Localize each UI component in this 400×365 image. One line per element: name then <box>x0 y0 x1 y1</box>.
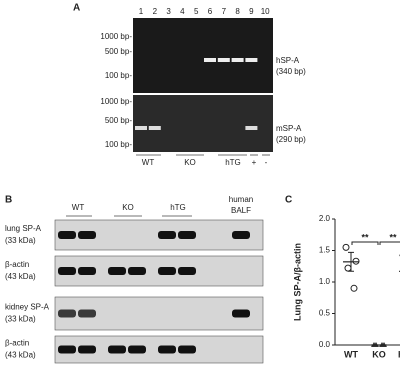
lane-number: 10 <box>261 7 270 16</box>
x-tick-label: KO <box>372 349 386 359</box>
row-label: lung SP-A <box>5 224 42 233</box>
blot-band <box>108 267 126 275</box>
panel-label: A <box>73 3 80 14</box>
row-label: kidney SP-A <box>5 303 50 312</box>
row-label: (33 kDa) <box>5 236 36 245</box>
blot-band <box>78 231 96 239</box>
x-tick-label: hTG <box>398 349 400 359</box>
band-label: hSP-A <box>276 56 300 65</box>
blot-band <box>158 267 176 275</box>
row-label: (33 kDa) <box>5 315 36 324</box>
group-label: WT <box>142 158 155 167</box>
y-tick-label: 0.0 <box>319 340 331 349</box>
ladder-label: 100 bp- <box>105 71 132 80</box>
sig-bracket <box>351 241 379 245</box>
blot-band <box>128 267 146 275</box>
band-label: (340 bp) <box>276 67 306 76</box>
lane-number: 4 <box>180 7 185 16</box>
group-label: + <box>252 158 257 167</box>
ladder-label: 1000 bp- <box>100 97 132 106</box>
ladder-label: 1000 bp- <box>100 32 132 41</box>
point <box>344 264 352 272</box>
ladder-label: 500 bp- <box>105 47 132 56</box>
band-label: (290 bp) <box>276 135 306 144</box>
group-label: hTG <box>225 158 241 167</box>
blot-band <box>232 309 250 318</box>
blot-band <box>108 345 126 354</box>
y-tick-label: 0.5 <box>319 309 331 318</box>
group-label: human <box>229 195 253 204</box>
group-label: hTG <box>170 203 186 212</box>
y-tick-label: 2.0 <box>319 214 331 223</box>
lane-number: 1 <box>139 7 144 16</box>
lane-number: 6 <box>208 7 213 16</box>
blot-band <box>232 231 250 239</box>
blot-band <box>58 309 76 318</box>
blot-band <box>178 345 196 354</box>
sig-label: ** <box>361 232 369 242</box>
group-label: WT <box>72 203 85 212</box>
lane-number: 3 <box>166 7 171 16</box>
blot-band <box>58 231 76 239</box>
band <box>148 126 161 130</box>
lane-number: 8 <box>235 7 240 16</box>
band <box>231 58 244 62</box>
band <box>135 126 147 130</box>
band <box>245 126 258 130</box>
group-label: KO <box>184 158 196 167</box>
gel-top <box>133 18 273 93</box>
blot-band <box>78 309 96 318</box>
lane-number: 9 <box>249 7 254 16</box>
x-tick-label: WT <box>344 349 358 359</box>
band <box>204 58 216 62</box>
row-label: (43 kDa) <box>5 351 36 360</box>
y-axis-label: Lung SP-A/β-actin <box>292 243 302 321</box>
group-label: KO <box>122 203 134 212</box>
blot-band <box>178 231 196 239</box>
blot-band <box>178 267 196 275</box>
lane-number: 2 <box>153 7 158 16</box>
sig-bracket <box>379 241 400 245</box>
point <box>342 243 350 251</box>
band <box>245 58 258 62</box>
blot-band <box>78 267 96 275</box>
gel-bottom <box>133 95 273 152</box>
point <box>350 284 358 292</box>
group-label: - <box>265 158 268 167</box>
lane-number: 5 <box>194 7 199 16</box>
band <box>217 58 230 62</box>
row-label: β-actin <box>5 339 29 348</box>
blot-band <box>158 231 176 239</box>
y-tick-label: 1.0 <box>319 277 331 286</box>
row-label: (43 kDa) <box>5 272 36 281</box>
panel-label: B <box>5 195 12 206</box>
ladder-label: 100 bp- <box>105 140 132 149</box>
ladder-label: 500 bp- <box>105 116 132 125</box>
blot-band <box>78 345 96 354</box>
blot-band <box>58 267 76 275</box>
group-label: BALF <box>231 206 251 215</box>
error-bar <box>348 251 354 272</box>
row-label: β-actin <box>5 260 29 269</box>
blot-band <box>128 345 146 354</box>
band-label: mSP-A <box>276 124 302 133</box>
blot-band <box>58 345 76 354</box>
point <box>352 257 360 265</box>
sig-label: ** <box>389 232 397 242</box>
lane-number: 7 <box>222 7 227 16</box>
blot-band <box>158 345 176 354</box>
panel-label: C <box>285 195 292 206</box>
y-tick-label: 1.5 <box>319 246 331 255</box>
